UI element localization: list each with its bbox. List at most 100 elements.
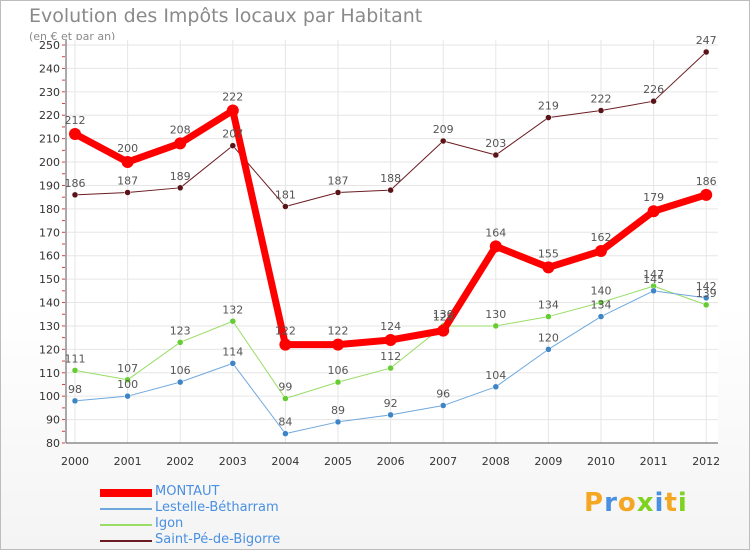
data-point — [229, 318, 237, 325]
data-label: 187 — [117, 174, 138, 187]
data-point — [69, 127, 81, 140]
data-point — [489, 240, 502, 253]
data-label: 188 — [380, 172, 401, 185]
data-label: 155 — [538, 247, 559, 260]
legend-label: MONTAUT — [155, 484, 220, 499]
data-label: 179 — [643, 191, 664, 204]
data-label: 106 — [170, 364, 191, 377]
data-point — [282, 430, 289, 437]
data-point — [334, 418, 342, 426]
legend-label: Saint-Pé-de-Bigorre — [155, 532, 281, 547]
data-point — [334, 189, 342, 196]
data-label: 203 — [485, 137, 506, 150]
data-label: 106 — [328, 364, 349, 377]
y-tick-label: 130 — [39, 320, 60, 333]
logo-letter: P — [584, 488, 605, 518]
y-tick-label: 230 — [39, 86, 60, 99]
data-point — [282, 203, 289, 210]
data-label: 89 — [331, 404, 345, 417]
data-label: 164 — [485, 226, 506, 239]
x-tick-label: 2010 — [587, 455, 615, 468]
data-label: 96 — [436, 388, 450, 401]
legend-swatch — [100, 489, 152, 497]
data-point — [595, 245, 607, 258]
data-point — [545, 346, 552, 353]
x-tick-label: 2003 — [219, 455, 247, 468]
data-label: 209 — [433, 123, 454, 136]
data-point — [71, 397, 79, 405]
y-tick-label: 190 — [39, 179, 60, 192]
data-label: 84 — [278, 416, 292, 429]
legend-label: Lestelle-Bétharram — [155, 500, 279, 515]
y-tick-label: 220 — [39, 109, 60, 122]
data-point — [702, 294, 710, 302]
data-label: 100 — [117, 378, 138, 391]
data-point — [650, 97, 657, 105]
x-tick-label: 2012 — [692, 455, 720, 468]
data-label: 130 — [485, 308, 506, 321]
y-tick-label: 120 — [39, 343, 60, 356]
legend-label: Igon — [155, 516, 184, 531]
data-point — [229, 360, 237, 367]
logo-letter: i — [654, 488, 665, 518]
data-point — [176, 339, 184, 346]
logo-letter: x — [636, 488, 655, 518]
data-label: 226 — [643, 83, 664, 96]
data-label: 128 — [433, 311, 454, 324]
data-label: 142 — [696, 280, 717, 293]
x-tick-label: 2005 — [324, 455, 352, 468]
data-label: 124 — [380, 320, 401, 333]
y-tick-label: 250 — [39, 39, 60, 52]
data-point — [700, 188, 713, 201]
data-label: 123 — [170, 324, 191, 337]
data-label: 104 — [485, 369, 506, 382]
y-tick-label: 210 — [39, 133, 60, 146]
data-label: 207 — [222, 128, 243, 141]
data-label: 187 — [328, 174, 349, 187]
data-label: 200 — [117, 142, 138, 155]
data-label: 219 — [538, 100, 559, 113]
data-point — [597, 313, 605, 320]
plot-background — [66, 40, 718, 443]
data-point — [176, 184, 184, 192]
y-tick-label: 80 — [46, 437, 60, 450]
logo-letter: t — [664, 488, 678, 518]
data-point — [121, 156, 134, 169]
x-tick-label: 2000 — [61, 455, 89, 468]
x-tick-label: 2008 — [482, 455, 510, 468]
x-tick-label: 2002 — [166, 455, 194, 468]
logo-letter: o — [617, 488, 637, 518]
data-label: 111 — [65, 352, 86, 365]
x-tick-label: 2011 — [640, 455, 668, 468]
x-tick-label: 2009 — [534, 455, 562, 468]
data-label: 222 — [222, 91, 243, 104]
data-point — [702, 48, 710, 56]
data-point — [124, 189, 131, 196]
data-label: 98 — [68, 383, 82, 396]
data-label: 247 — [696, 34, 717, 47]
data-label: 139 — [696, 287, 717, 300]
data-label: 92 — [384, 397, 398, 410]
y-tick-label: 240 — [39, 62, 60, 75]
data-label: 186 — [696, 175, 717, 188]
y-tick-label: 100 — [39, 390, 60, 403]
data-point — [492, 322, 500, 330]
data-point — [437, 324, 450, 337]
data-label: 120 — [538, 331, 559, 344]
data-point — [387, 411, 394, 419]
data-label: 132 — [222, 303, 243, 316]
data-point — [439, 402, 447, 409]
data-label: 122 — [328, 325, 349, 338]
data-point — [597, 107, 605, 114]
data-label: 140 — [591, 285, 612, 298]
x-tick-label: 2001 — [114, 455, 142, 468]
y-tick-label: 200 — [39, 156, 60, 169]
data-label: 212 — [65, 114, 86, 127]
data-point — [71, 191, 79, 199]
data-point — [647, 205, 660, 218]
data-point — [71, 367, 79, 374]
chart-title: Evolution des Impôts locaux par Habitant — [29, 5, 423, 27]
data-point — [124, 392, 131, 400]
data-label: 162 — [591, 231, 612, 244]
data-point — [542, 261, 555, 274]
